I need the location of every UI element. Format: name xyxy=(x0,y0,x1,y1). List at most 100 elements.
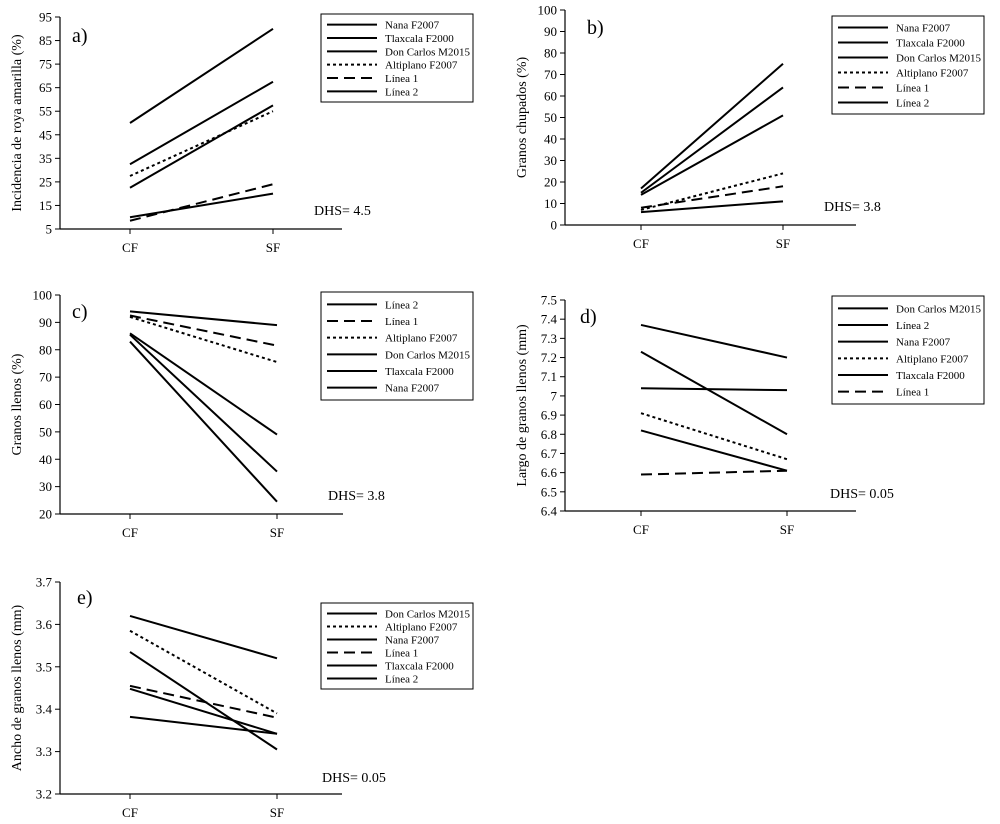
legend-entry: Línea 1 xyxy=(385,73,418,85)
legend-entry: Tlaxcala F2000 xyxy=(896,370,965,382)
panel-letter: c) xyxy=(72,301,88,323)
x-tick-label: SF xyxy=(776,236,790,251)
series-line xyxy=(129,715,278,735)
y-tick-label: 5 xyxy=(46,222,53,237)
y-tick-label: 25 xyxy=(39,174,52,189)
y-tick-label: 90 xyxy=(544,24,557,39)
x-tick-label: CF xyxy=(122,525,138,540)
x-tick-label: SF xyxy=(266,240,280,255)
y-axis-label: Incidencia de roya amarilla (%) xyxy=(10,34,25,212)
y-tick-label: 7.2 xyxy=(541,350,557,365)
legend-entry: Don Carlos M2015 xyxy=(385,609,470,621)
legend-box xyxy=(320,13,474,103)
series-line xyxy=(129,333,278,473)
y-tick-label: 30 xyxy=(544,153,557,168)
dhs-annotation: DHS= 0.05 xyxy=(322,771,386,786)
legend-entry: Nana F2007 xyxy=(896,23,951,35)
y-tick-label: 65 xyxy=(39,80,52,95)
legend-box xyxy=(831,295,985,405)
y-tick-label: 80 xyxy=(39,342,52,357)
y-tick-label: 7.1 xyxy=(541,369,557,384)
y-tick-label: 7.4 xyxy=(541,312,558,327)
legend-box xyxy=(320,291,474,401)
y-tick-label: 90 xyxy=(39,315,52,330)
dhs-annotation: DHS= 3.8 xyxy=(824,200,881,215)
y-tick-label: 6.4 xyxy=(541,504,558,519)
series-line xyxy=(640,429,788,472)
y-tick-label: 7.5 xyxy=(541,293,557,308)
y-tick-label: 85 xyxy=(39,33,52,48)
y-tick-label: 35 xyxy=(39,151,52,166)
series-line xyxy=(129,315,278,364)
x-tick-label: CF xyxy=(633,236,649,251)
legend-entry: Altiplano F2007 xyxy=(896,353,969,365)
series-line xyxy=(129,110,274,177)
legend: Línea 2 Línea 1 Altiplano F2007 Don Carlos … xyxy=(320,291,474,401)
y-tick-label: 100 xyxy=(538,3,558,18)
legend-entry: Línea 2 xyxy=(896,320,929,332)
x-tick-label: CF xyxy=(122,805,138,820)
y-tick-label: 15 xyxy=(39,198,52,213)
y-tick-label: 3.4 xyxy=(36,702,53,717)
series-line xyxy=(129,687,278,735)
dhs-annotation: DHS= 3.8 xyxy=(328,489,385,504)
y-tick-label: 7.3 xyxy=(541,331,557,346)
dhs-annotation: DHS= 0.05 xyxy=(830,487,894,502)
series-line xyxy=(129,80,274,166)
series-line xyxy=(640,387,788,392)
x-tick-label: SF xyxy=(780,522,794,537)
y-tick-label: 70 xyxy=(544,67,557,82)
legend-entry: Don Carlos M2015 xyxy=(896,53,981,65)
y-tick-label: 20 xyxy=(544,175,557,190)
series-line xyxy=(640,114,784,196)
legend-entry: Altiplano F2007 xyxy=(896,68,969,80)
y-tick-label: 50 xyxy=(39,424,52,439)
y-axis-label: Granos llenos (%) xyxy=(10,353,25,455)
y-tick-label: 95 xyxy=(39,10,52,25)
y-tick-label: 20 xyxy=(39,507,52,522)
legend-entry: Línea 2 xyxy=(385,86,418,98)
legend-entry: Don Carlos M2015 xyxy=(896,303,981,315)
legend-entry: Línea 2 xyxy=(896,98,929,110)
y-tick-label: 100 xyxy=(33,288,53,303)
series-line xyxy=(129,192,274,219)
y-axis-label: Granos chupados (%) xyxy=(515,57,530,179)
legend-entry: Tlaxcala F2000 xyxy=(385,661,454,673)
series-line xyxy=(129,332,278,436)
series-line xyxy=(129,27,274,124)
legend-entry: Línea 1 xyxy=(896,83,929,95)
x-tick-label: SF xyxy=(270,525,284,540)
series-line xyxy=(640,62,784,190)
series-line xyxy=(640,412,788,461)
legend-entry: Tlaxcala F2000 xyxy=(385,366,454,378)
panel-e: 3.2 3.3 3.4 3.5 3.6 3.7 CF SF Ancho de granos ll… xyxy=(10,575,474,820)
legend-entry: Línea 1 xyxy=(385,316,418,328)
y-tick-label: 6.6 xyxy=(541,465,558,480)
series-line xyxy=(640,86,784,194)
y-tick-label: 40 xyxy=(544,132,557,147)
legend-box xyxy=(831,15,985,115)
series-line xyxy=(640,185,784,209)
legend: Nana F2007 Tlaxcala F2000 Don Carlos M2015… xyxy=(831,15,985,115)
legend-entry: Tlaxcala F2000 xyxy=(896,38,965,50)
panel-b: 0 10 20 30 40 50 60 70 80 90 100 CF SF Granos chupado… xyxy=(515,3,985,251)
y-tick-label: 10 xyxy=(544,196,557,211)
y-tick-label: 40 xyxy=(39,452,52,467)
legend: Don Carlos M2015 Línea 2 Nana F2007 Altipla… xyxy=(831,295,985,405)
panel-letter: b) xyxy=(587,17,604,39)
y-tick-label: 55 xyxy=(39,104,52,119)
y-axis-label: Ancho de granos llenos (mm) xyxy=(10,604,25,771)
y-tick-label: 50 xyxy=(544,110,557,125)
y-tick-label: 3.7 xyxy=(36,575,53,590)
series-line xyxy=(129,340,278,503)
y-tick-label: 45 xyxy=(39,127,52,142)
y-tick-label: 6.9 xyxy=(541,408,557,423)
panel-d: 6.4 6.5 6.6 6.7 6.8 6.9 7 7.1 7.2 7.3 7.4 7.5 CF SF La… xyxy=(515,293,985,537)
legend-entry: Nana F2007 xyxy=(385,383,440,395)
y-tick-label: 7 xyxy=(551,388,558,403)
y-tick-label: 30 xyxy=(39,479,52,494)
y-axis-label: Largo de granos llenos (mm) xyxy=(515,324,530,487)
y-tick-label: 80 xyxy=(544,46,557,61)
y-tick-label: 60 xyxy=(544,89,557,104)
